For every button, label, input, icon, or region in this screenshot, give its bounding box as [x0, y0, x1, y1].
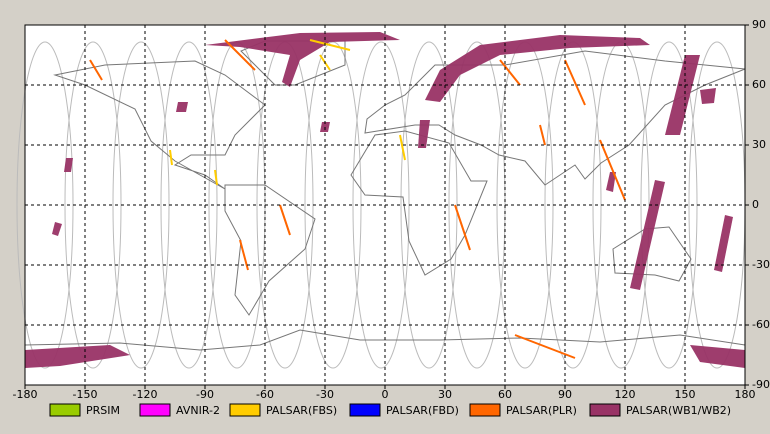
legend-swatch: [49, 403, 81, 417]
swath: [89, 39, 626, 359]
y-tick-label: 60: [752, 78, 766, 91]
x-tick-label: 150: [675, 388, 696, 401]
y-tick-label: 0: [752, 198, 759, 211]
swath: [425, 35, 650, 102]
legend: PRSIM AVNIR-2 PALSAR(FBS) PALSAR(FBD) PALSAR…: [49, 403, 731, 417]
wb-swaths: [25, 32, 745, 368]
y-tick-label: -90: [752, 378, 770, 391]
swath: [700, 88, 716, 104]
y-tick-label: 90: [752, 18, 766, 31]
x-tick-label: 180: [735, 388, 756, 401]
legend-label: PALSAR(WB1/WB2): [626, 404, 731, 417]
swath: [665, 55, 700, 135]
x-tick-label: 120: [615, 388, 636, 401]
north-america: [53, 60, 266, 190]
x-tick-label: 60: [498, 388, 512, 401]
legend-label: PALSAR(PLR): [506, 404, 577, 417]
swath: [176, 102, 188, 112]
antarctica: [24, 329, 746, 351]
swath: [64, 158, 73, 172]
south-america: [224, 184, 316, 316]
swath: [205, 32, 400, 87]
plot-border: [24, 24, 746, 386]
x-tick-label: -90: [196, 388, 214, 401]
swath: [606, 172, 616, 192]
x-tick-label: -30: [316, 388, 334, 401]
x-tick-label: 0: [382, 388, 389, 401]
eurasia: [364, 50, 746, 186]
legend-swatch: [349, 403, 381, 417]
swath: [690, 345, 745, 368]
legend-swatch: [589, 403, 621, 417]
x-tick-label: 90: [558, 388, 572, 401]
x-tick-label: 30: [438, 388, 452, 401]
swath: [630, 180, 665, 290]
legend-swatch: [469, 403, 501, 417]
legend-label: PALSAR(FBS): [266, 404, 337, 417]
legend-swatch: [139, 403, 171, 417]
x-tick-label: -180: [13, 388, 38, 401]
legend-label: PALSAR(FBD): [386, 404, 459, 417]
plr-swaths: [89, 39, 626, 359]
x-tick-label: -60: [256, 388, 274, 401]
legend-swatch: [229, 403, 261, 417]
y-tick-label: -60: [752, 318, 770, 331]
legend-label: AVNIR-2: [176, 404, 220, 417]
y-tick-label: 30: [752, 138, 766, 151]
x-tick-label: -120: [133, 388, 158, 401]
y-tick-label: -30: [752, 258, 770, 271]
swath: [25, 345, 130, 368]
swath: [52, 222, 62, 236]
x-tick-label: -150: [73, 388, 98, 401]
swath: [418, 120, 430, 148]
swath: [714, 215, 733, 272]
legend-label: PRSIM: [86, 404, 120, 417]
